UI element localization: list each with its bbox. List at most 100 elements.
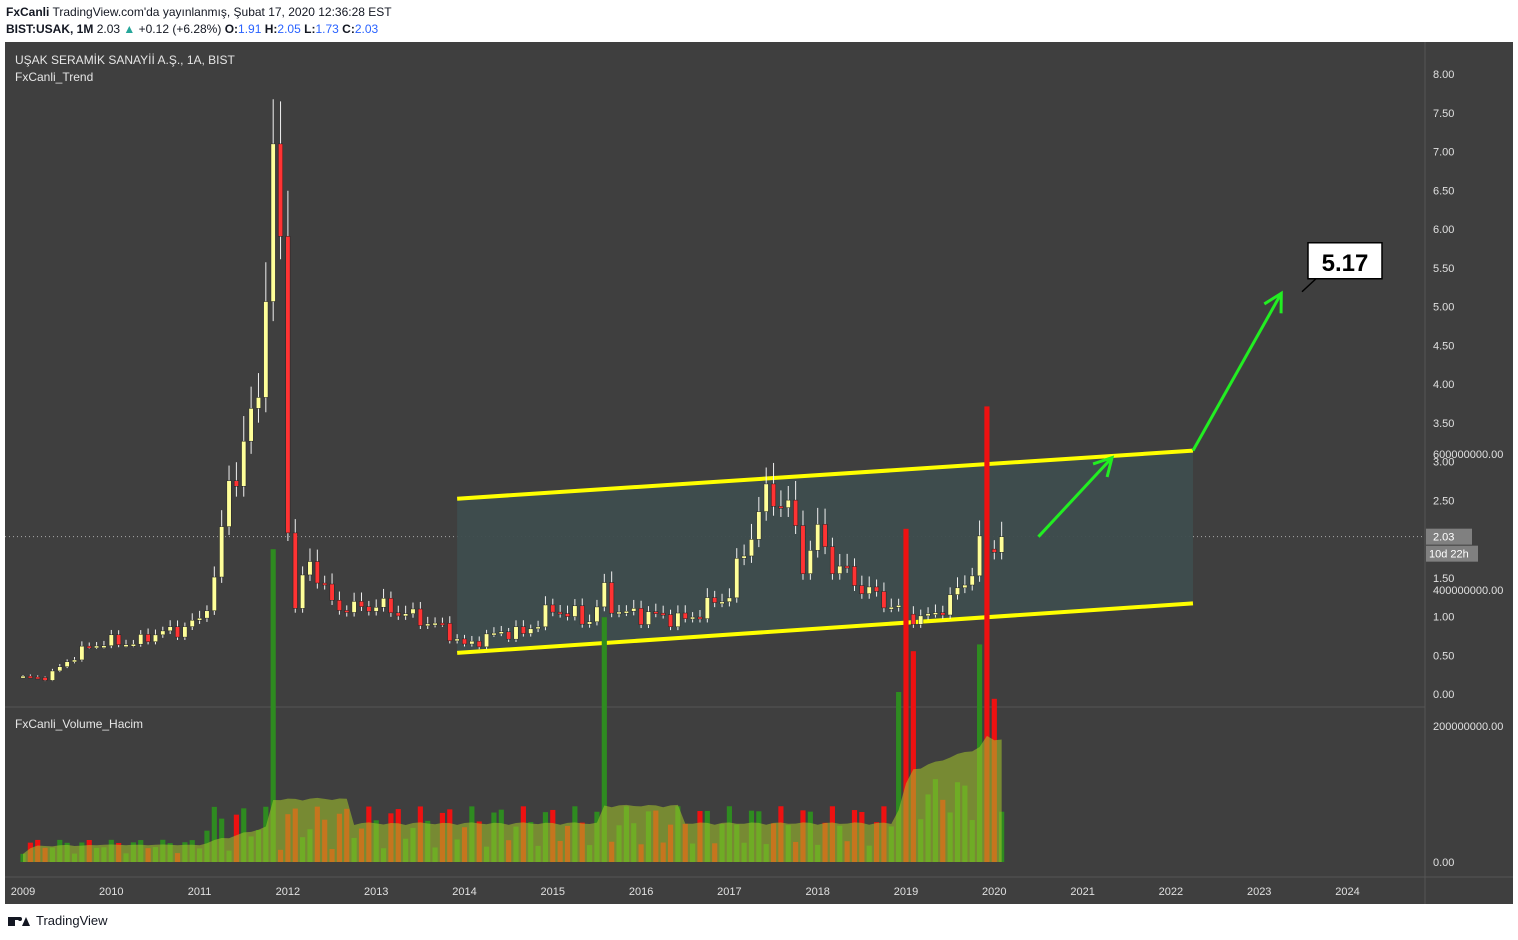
candle-body	[388, 598, 394, 614]
year-tick-label: 2018	[805, 886, 829, 898]
candle-body	[623, 610, 629, 614]
candle-body	[881, 591, 887, 609]
candle-body	[771, 483, 777, 507]
candle-body	[837, 565, 843, 574]
candle-body	[248, 408, 254, 442]
price-tick-label: 7.00	[1433, 147, 1454, 159]
candle-body	[476, 640, 482, 648]
candle-body	[57, 666, 63, 672]
countdown-badge	[1426, 545, 1478, 562]
candle-body	[175, 626, 180, 638]
candle-body	[535, 626, 541, 630]
candle-body	[829, 546, 835, 574]
candle-body	[646, 611, 651, 625]
candle-body	[616, 611, 622, 615]
price-tick-label: 3.50	[1433, 418, 1454, 430]
candle-body	[896, 605, 902, 608]
price-tick-label: 6.00	[1433, 224, 1454, 236]
candle-body	[403, 613, 409, 617]
candle-body	[366, 606, 372, 612]
candle-body	[410, 608, 416, 614]
candle-body	[660, 612, 666, 616]
candle-body	[152, 634, 158, 643]
candle-body	[594, 606, 600, 623]
candle-body	[675, 612, 681, 628]
chart-panel[interactable]: 5.17 8.00 7.50 7.00 6.50 6.00 5.50 5.00 4.50 4.0…	[5, 42, 1513, 904]
candle-body	[918, 615, 924, 625]
candle-body	[653, 611, 659, 614]
candle-body	[381, 598, 387, 608]
trend-indicator-label: FxCanli_Trend	[15, 70, 93, 84]
candle-body	[138, 634, 144, 645]
projection-arrow-line	[1037, 456, 1114, 538]
candle-body	[72, 659, 77, 663]
candle-body	[756, 511, 762, 540]
candle-body	[425, 623, 431, 627]
price-tick-label: 5.00	[1433, 302, 1454, 314]
year-tick-label: 2012	[276, 886, 300, 898]
volume-indicator-label: FxCanli_Volume_Hacim	[15, 717, 143, 731]
candle-body	[631, 608, 637, 612]
candle-body	[682, 612, 688, 619]
target-label-pointer	[1301, 278, 1317, 293]
candle-body	[741, 555, 747, 559]
price-tick-label: 3.00	[1433, 457, 1454, 469]
candle-body	[462, 638, 467, 645]
candle-body	[182, 626, 188, 638]
publisher-name[interactable]: FxCanli	[6, 5, 50, 19]
candle-body	[778, 506, 784, 509]
candle-body	[336, 600, 342, 611]
projection-arrow-head	[1263, 290, 1283, 314]
candle-body	[955, 587, 960, 595]
price-tick-label: 1.00	[1433, 612, 1454, 624]
price-tick-label: 0.50	[1433, 650, 1454, 662]
candle-body	[292, 532, 298, 609]
footer[interactable]: TradingView	[8, 913, 108, 928]
symbol-label[interactable]: BIST:USAK, 1M	[6, 22, 94, 36]
year-tick-label: 2016	[629, 886, 653, 898]
candle-body	[454, 638, 460, 642]
projection-arrow-line	[1191, 292, 1283, 452]
candle-body	[572, 605, 578, 617]
candle-body	[947, 594, 953, 616]
candle-body	[108, 634, 114, 647]
chart-svg[interactable]: 5.17 8.00 7.50 7.00 6.50 6.00 5.50 5.00 4.50 4.0…	[5, 42, 1513, 904]
candle-body	[432, 622, 438, 626]
candle-body	[852, 566, 857, 586]
year-tick-label: 2009	[11, 886, 35, 898]
price-tick-label: 4.00	[1433, 379, 1454, 391]
year-tick-label: 2014	[452, 886, 476, 898]
target-label-box	[1307, 242, 1383, 280]
price-tick-label: 1.50	[1433, 573, 1454, 585]
candle-body	[506, 631, 512, 640]
candle-body	[785, 499, 791, 508]
target-label-text: 5.17	[1322, 250, 1369, 277]
candle-body	[270, 143, 276, 302]
candle-body	[991, 548, 997, 553]
candle-body	[513, 626, 519, 640]
candle-body	[27, 675, 33, 679]
candle-body	[211, 576, 217, 612]
candle-body	[763, 483, 769, 512]
candle-body	[94, 645, 100, 649]
open-value: 1.91	[238, 22, 262, 36]
candle-body	[439, 622, 445, 626]
high-label: H:	[264, 22, 278, 36]
candle-body	[844, 565, 850, 569]
year-tick-label: 2022	[1159, 886, 1183, 898]
candle-body	[285, 236, 291, 534]
candle-body	[557, 611, 563, 615]
candle-body	[314, 561, 320, 584]
price-tick-label: 7.50	[1433, 108, 1454, 120]
candle-body	[712, 597, 718, 603]
candle-body	[226, 480, 232, 527]
candle-body	[793, 499, 799, 526]
year-tick-label: 2017	[717, 886, 741, 898]
volume-bar	[211, 806, 217, 862]
year-tick-label: 2010	[99, 886, 123, 898]
price-tick-label: 6.50	[1433, 185, 1454, 197]
open-label: O:	[224, 22, 239, 36]
candle-body	[734, 558, 740, 599]
volume-ma-area	[23, 735, 1002, 862]
candle-body	[351, 601, 357, 613]
